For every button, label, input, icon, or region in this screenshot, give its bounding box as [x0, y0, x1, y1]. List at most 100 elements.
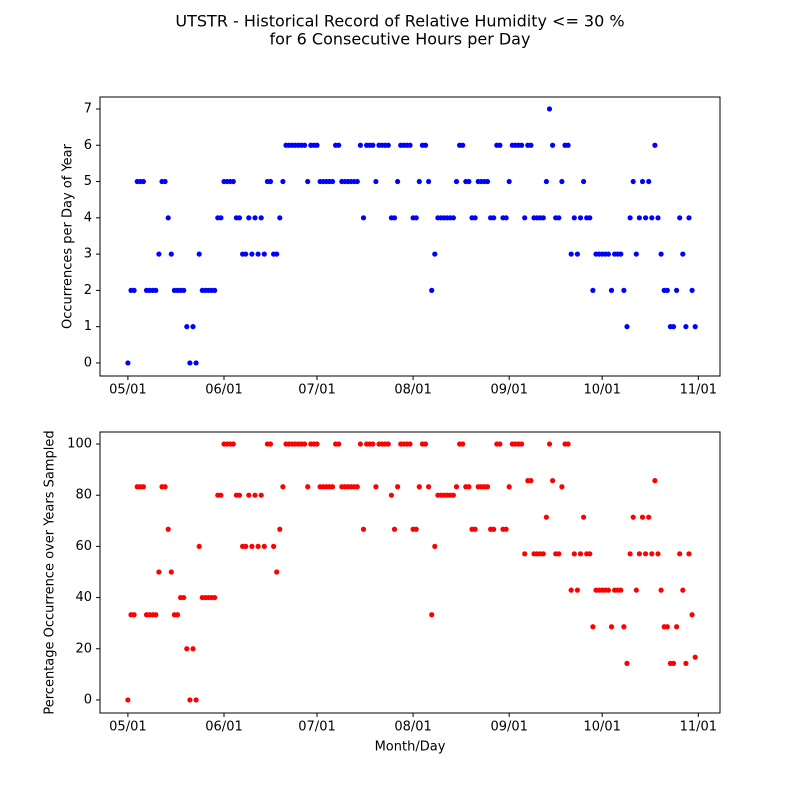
point	[271, 543, 277, 549]
point	[391, 215, 398, 221]
point	[528, 478, 534, 484]
point	[193, 697, 199, 703]
point	[497, 441, 503, 447]
point	[484, 178, 491, 185]
point	[255, 543, 261, 549]
point	[432, 251, 438, 257]
x-tick-label: 05/01	[109, 383, 146, 398]
point	[692, 324, 698, 330]
point	[267, 441, 274, 447]
point	[621, 624, 627, 630]
point	[608, 287, 615, 293]
point	[577, 215, 584, 221]
point	[255, 251, 261, 257]
point	[370, 441, 376, 447]
point	[193, 360, 199, 366]
point	[280, 178, 286, 185]
x-tick-label: 07/01	[298, 720, 335, 735]
point	[422, 441, 429, 447]
point	[674, 287, 680, 293]
point	[187, 697, 193, 703]
y-tick-label: 60	[75, 539, 92, 554]
point	[429, 287, 435, 293]
point	[624, 324, 630, 330]
point	[658, 251, 664, 257]
point	[686, 551, 692, 557]
point	[153, 612, 159, 618]
point	[639, 514, 646, 520]
point	[407, 441, 413, 447]
point	[153, 287, 159, 293]
point	[432, 543, 438, 549]
point	[453, 178, 460, 185]
point	[277, 526, 283, 532]
point	[357, 142, 363, 148]
point	[218, 215, 224, 221]
point	[608, 624, 615, 630]
point	[422, 142, 429, 148]
point	[243, 251, 249, 257]
point	[559, 484, 565, 490]
x-tick-label: 10/01	[583, 720, 620, 735]
y-tick-label: 4	[84, 210, 92, 225]
point	[280, 484, 286, 490]
point	[267, 178, 274, 185]
point	[689, 612, 695, 618]
point	[590, 624, 596, 630]
point	[484, 484, 491, 490]
point	[677, 215, 683, 221]
point	[522, 215, 528, 221]
point	[162, 178, 168, 185]
point	[590, 287, 596, 293]
point	[277, 215, 283, 221]
point	[165, 526, 171, 532]
point	[125, 360, 131, 366]
point	[571, 215, 577, 221]
point	[522, 551, 528, 557]
point	[416, 484, 422, 490]
point	[540, 215, 546, 221]
y-tick-label: 20	[75, 641, 92, 656]
point	[587, 551, 593, 557]
point	[633, 587, 639, 593]
point	[472, 215, 478, 221]
point	[646, 178, 652, 185]
point	[258, 215, 264, 221]
point	[491, 215, 497, 221]
point	[649, 551, 655, 557]
y-axis-label: Percentage Occurrence over Years Sampled	[43, 430, 58, 714]
point	[556, 215, 562, 221]
axes-frame	[99, 96, 721, 377]
figure-subtitle: for 6 Consecutive Hours per Day	[270, 30, 531, 49]
point	[426, 178, 432, 185]
point	[497, 142, 503, 148]
point	[416, 178, 422, 185]
point	[506, 178, 512, 185]
point	[686, 215, 692, 221]
point	[587, 215, 593, 221]
point	[246, 215, 252, 221]
point	[670, 324, 677, 330]
x-tick-label: 11/01	[680, 720, 717, 735]
x-tick-label: 10/01	[583, 383, 620, 398]
y-tick-label: 5	[84, 174, 92, 189]
point	[336, 142, 342, 148]
y-tick-label: 100	[67, 437, 92, 452]
point	[605, 587, 612, 593]
point	[413, 215, 419, 221]
point	[649, 215, 655, 221]
point	[627, 551, 633, 557]
point	[261, 251, 267, 257]
point	[329, 484, 336, 490]
point	[314, 441, 320, 447]
point	[559, 178, 565, 185]
point	[655, 551, 661, 557]
point	[246, 492, 252, 498]
point	[196, 251, 202, 257]
point	[546, 441, 553, 447]
point	[519, 441, 525, 447]
point	[168, 569, 174, 575]
point	[450, 215, 456, 221]
point	[181, 287, 187, 293]
